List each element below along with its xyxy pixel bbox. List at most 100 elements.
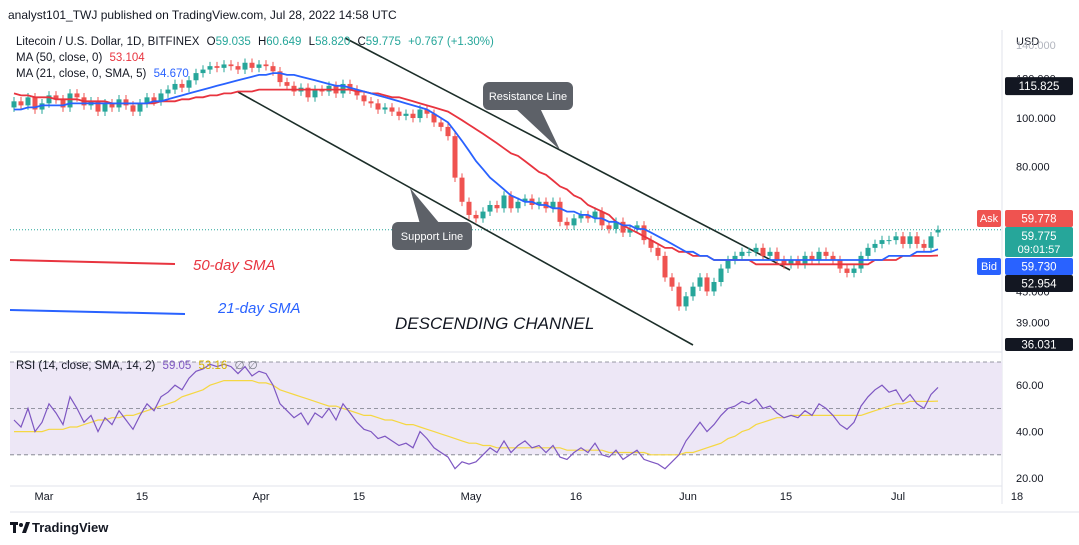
candle-body	[319, 89, 325, 92]
candle-body	[536, 201, 542, 206]
candle-body	[627, 228, 633, 233]
bid-value-tag-bg	[1005, 258, 1073, 275]
candle-body	[494, 205, 500, 209]
candle-body	[711, 281, 717, 292]
candle-body	[158, 93, 164, 102]
candle-body	[382, 107, 388, 110]
candle-body	[11, 101, 17, 108]
resistance-line	[344, 37, 791, 271]
candle-body	[704, 277, 710, 292]
candle-body	[270, 66, 276, 72]
candle-body	[767, 251, 773, 256]
candle-body	[571, 218, 577, 226]
last-price-bg	[1005, 227, 1073, 257]
candle-body	[305, 87, 311, 98]
candle-body	[354, 89, 360, 96]
candle-body	[410, 113, 416, 119]
ma50-tag: 52.954	[1021, 279, 1057, 291]
candle-body	[865, 247, 871, 256]
candle-body	[872, 243, 878, 248]
footer: TradingView	[0, 512, 1079, 545]
candle-body	[501, 195, 507, 209]
candle-body	[221, 64, 227, 68]
rsi-legend: RSI (14, close, SMA, 14, 2) 59.05 53.16 …	[16, 358, 262, 372]
ohlc-close-key: C	[357, 36, 366, 48]
sma50-annotation-text: 50-day SMA	[193, 257, 276, 274]
ma50-tag-bg	[1005, 275, 1073, 292]
rsi-extra: ∅ ∅	[234, 360, 258, 372]
candle-body	[466, 201, 472, 215]
rsi-sma-value: 53.16	[198, 360, 228, 372]
candle-body	[417, 109, 423, 119]
price-tick-label: 80.000	[1016, 161, 1050, 173]
candle-body	[249, 62, 255, 68]
time-tick-label: 18	[1011, 491, 1023, 503]
rsi-tick-label: 40.00	[1016, 427, 1044, 439]
time-tick-label: 15	[136, 491, 148, 503]
candle-body	[109, 103, 115, 108]
candle-body	[900, 236, 906, 244]
candle-body	[830, 255, 836, 261]
support-callout-text: Support Line	[401, 231, 463, 243]
candle-body	[641, 225, 647, 241]
candle-body	[606, 225, 612, 229]
candle-body	[662, 255, 668, 278]
candle-body	[18, 101, 24, 106]
candle-body	[361, 95, 367, 102]
resistance-callout-pointer	[515, 108, 560, 150]
ask-label-bg	[977, 210, 1001, 227]
candle-body	[32, 97, 38, 110]
candle-body	[39, 103, 45, 110]
ohlc-open-key: O	[206, 36, 216, 48]
sma21-annotation-text: 21-day SMA	[217, 300, 301, 317]
ask-value-tag: 59.778	[1021, 214, 1056, 226]
last-price-value: 59.775	[1021, 231, 1056, 243]
candle-body	[137, 103, 143, 112]
candle-body	[676, 286, 682, 307]
candle-body	[172, 83, 178, 90]
candle-body	[585, 214, 591, 219]
rsi-label: RSI (14, close, SMA, 14, 2)	[16, 360, 156, 372]
candle-body	[774, 251, 780, 261]
candle-body	[515, 201, 521, 209]
candle-body	[326, 85, 332, 92]
candle-body	[732, 255, 738, 261]
candle-body	[67, 93, 73, 108]
candle-body	[788, 260, 794, 265]
support-callout	[392, 222, 472, 250]
candle-body	[459, 177, 465, 202]
sma50-annotation-line	[9, 259, 176, 265]
candle-body	[102, 103, 108, 112]
candle-body	[46, 95, 52, 104]
candle-body	[816, 251, 822, 261]
candle-body	[242, 62, 248, 70]
candle-body	[452, 136, 458, 178]
candle-body	[368, 101, 374, 104]
candle-body	[725, 260, 731, 269]
candle-body	[914, 236, 920, 244]
change-value: +0.767 (+1.30%)	[408, 36, 494, 48]
ma21-value: 54.670	[153, 68, 189, 80]
candle-body	[186, 80, 192, 88]
candle-body	[200, 69, 206, 74]
candle-body	[151, 97, 157, 102]
brand-name: TradingView	[32, 520, 109, 535]
candle-body	[592, 211, 598, 219]
candle-body	[879, 240, 885, 244]
resistance-callout	[483, 82, 573, 110]
candle-body	[753, 247, 759, 252]
ohlc-high-value: 60.649	[266, 36, 302, 48]
candle-body	[634, 225, 640, 229]
time-tick-label: Mar	[35, 491, 54, 503]
candle-body	[669, 277, 675, 287]
candle-body	[396, 111, 402, 116]
candle-body	[809, 255, 815, 261]
sma21-annotation-line	[9, 309, 186, 315]
candle-body	[445, 126, 451, 137]
candle-body	[508, 195, 514, 209]
candle-body	[690, 286, 696, 297]
price-tick-label: 39.000	[1016, 318, 1050, 330]
resistance-level-tag: 115.825	[1019, 81, 1060, 93]
